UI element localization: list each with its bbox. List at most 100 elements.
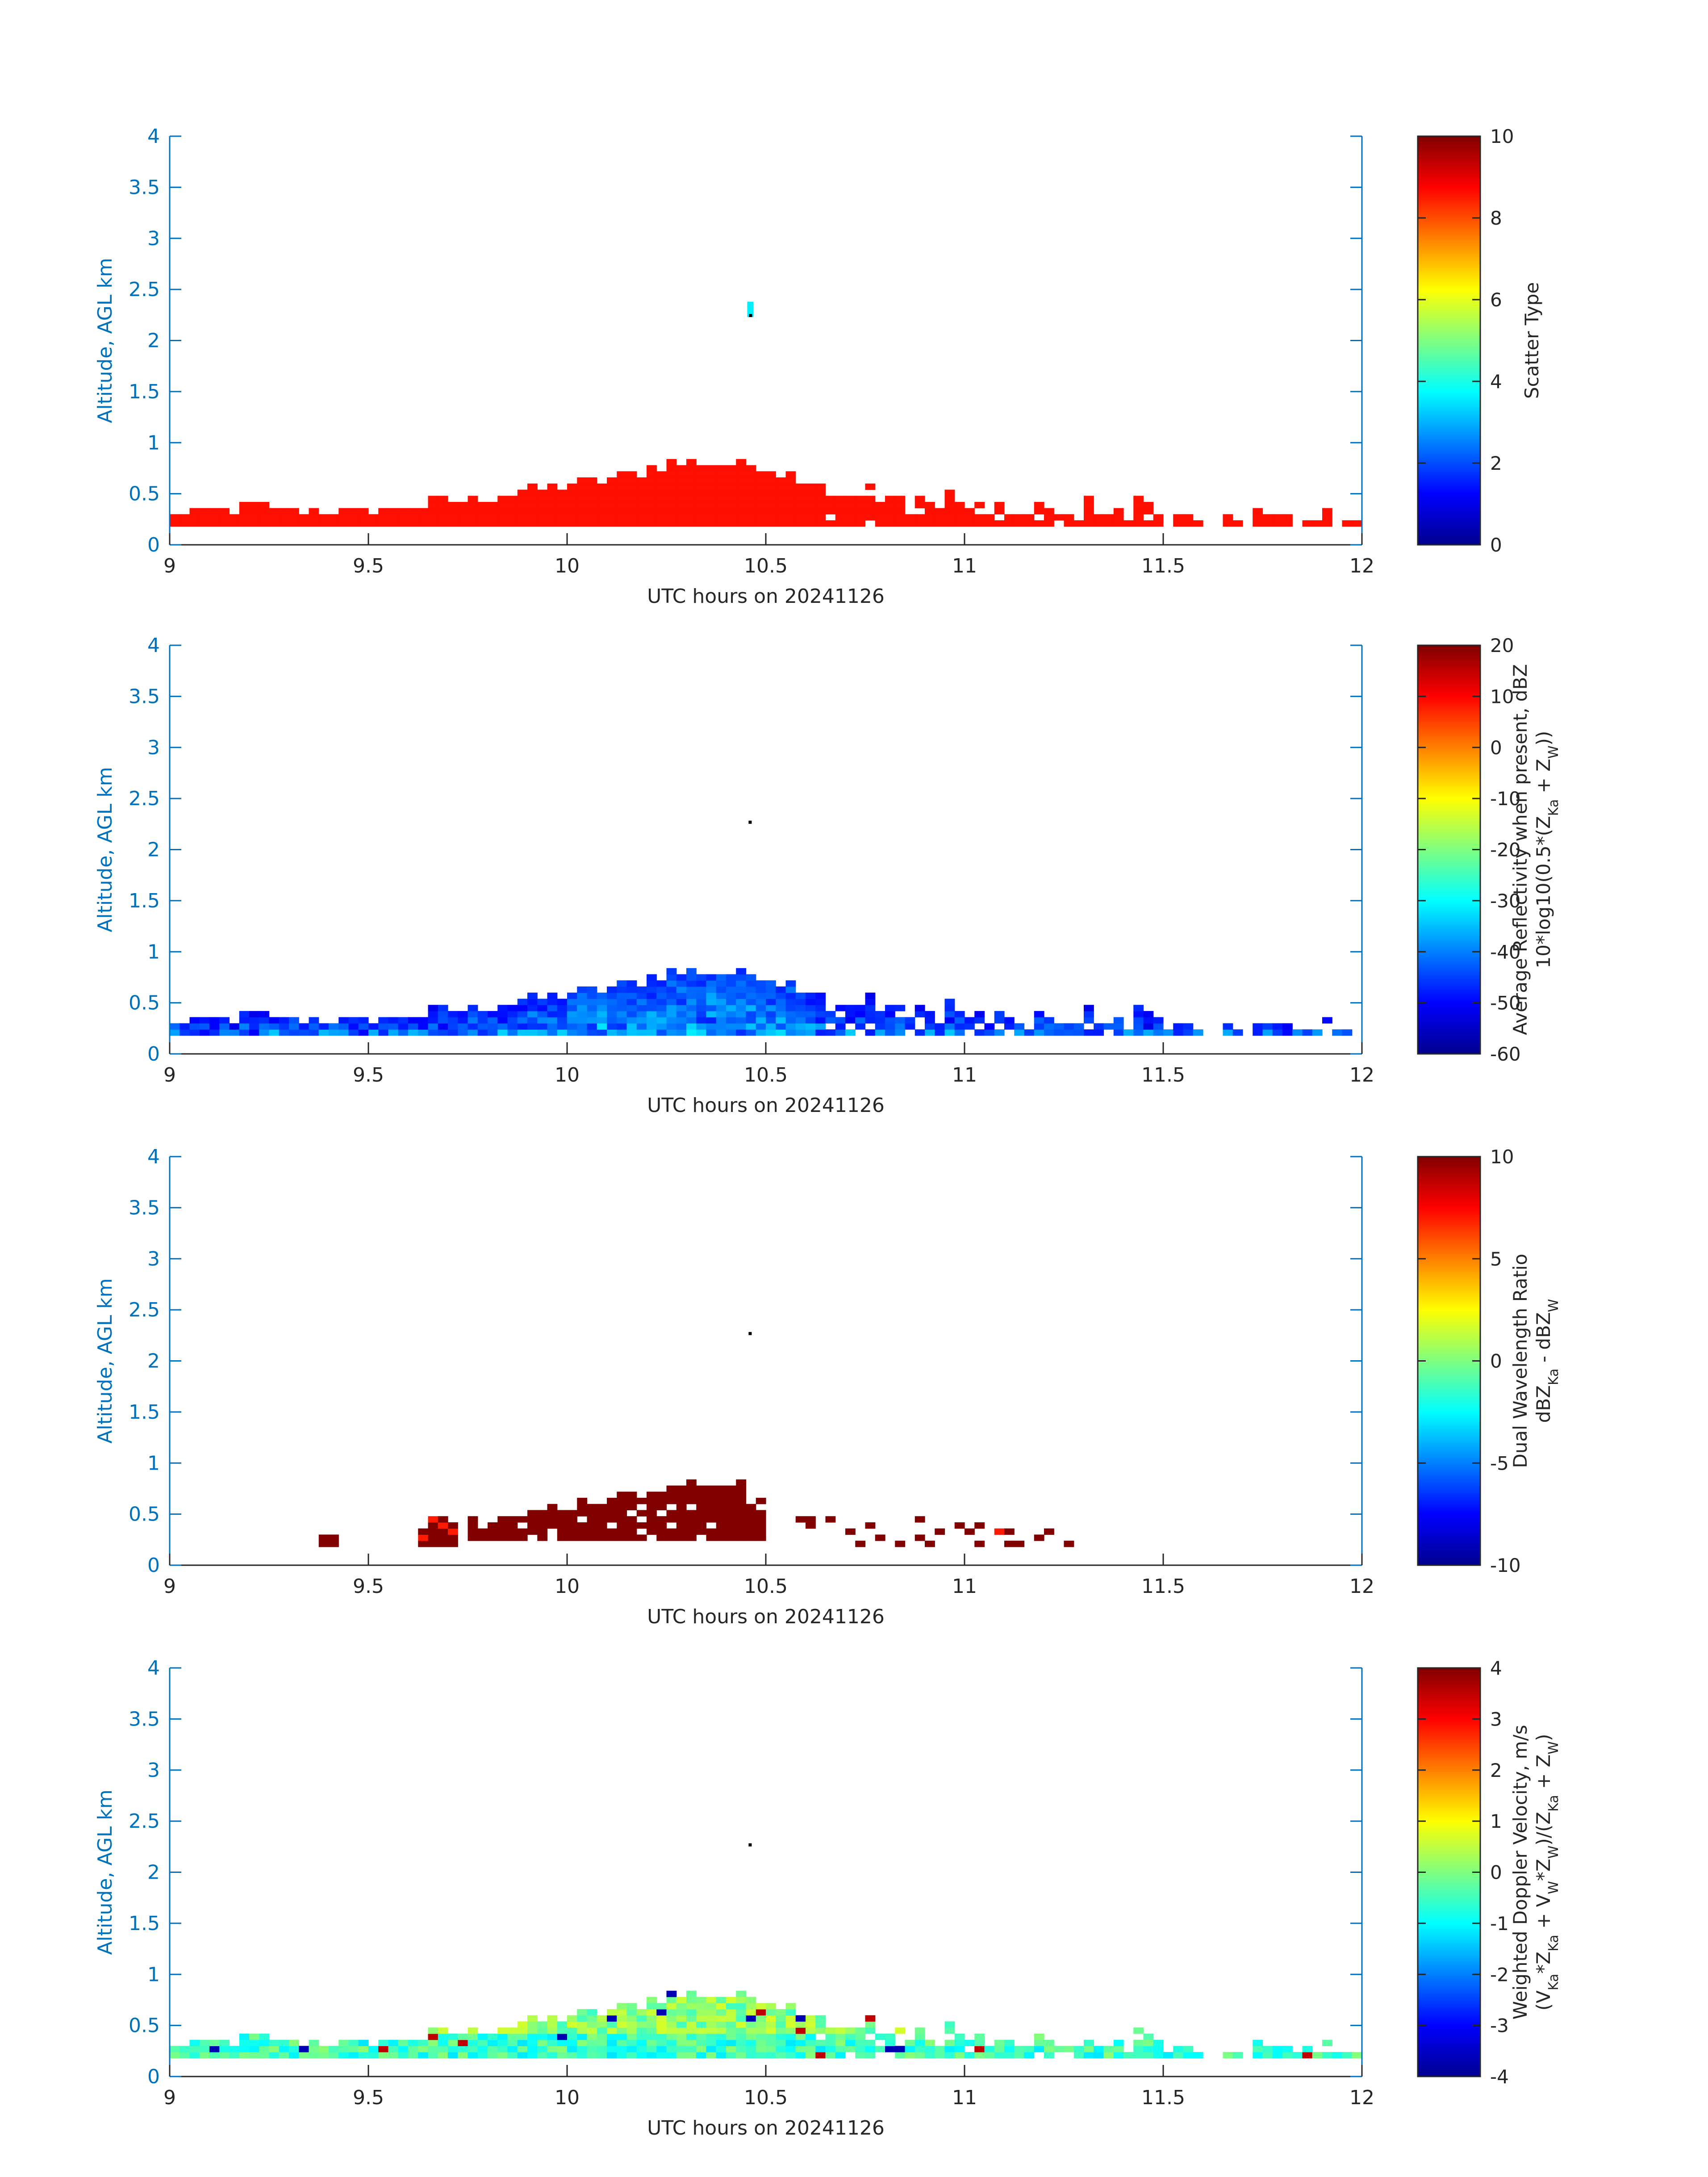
- heatmap-cell: [716, 2003, 727, 2010]
- heatmap-cell: [746, 974, 756, 981]
- heatmap-cell: [776, 1023, 786, 1030]
- heatmap-cell: [865, 483, 876, 490]
- heatmap-cell: [269, 514, 280, 521]
- heatmap-cell: [994, 508, 1005, 514]
- heatmap-cell: [944, 2052, 955, 2059]
- heatmap-cell: [507, 1528, 518, 1535]
- heatmap-cell: [895, 1017, 906, 1024]
- heatmap-cell: [855, 2027, 866, 2034]
- heatmap-cell: [577, 1498, 588, 1504]
- heatmap-cell: [408, 2052, 418, 2059]
- heatmap-cell: [1272, 1023, 1283, 1030]
- heatmap-cell: [647, 992, 657, 999]
- heatmap-cell: [726, 1534, 736, 1541]
- heatmap-cell: [497, 2039, 508, 2046]
- heatmap-cell: [885, 508, 895, 514]
- heatmap-cell: [567, 2039, 577, 2046]
- heatmap-cell: [577, 1534, 588, 1541]
- heatmap-cell: [666, 1534, 677, 1541]
- heatmap-cell: [1342, 1029, 1353, 1036]
- heatmap-cell: [746, 1005, 756, 1011]
- heatmap-cell: [537, 2046, 548, 2052]
- heatmap-cell: [1173, 520, 1184, 527]
- heatmap-cell: [249, 1011, 259, 1018]
- heatmap-cell: [905, 1023, 915, 1030]
- heatmap-cell: [726, 1510, 736, 1517]
- heatmap-cell: [507, 1522, 518, 1529]
- heatmap-cell: [239, 501, 250, 509]
- heatmap-cell: [666, 489, 677, 496]
- heatmap-cell: [1322, 520, 1332, 527]
- heatmap-cell: [647, 980, 657, 987]
- heatmap-cell: [239, 2039, 250, 2046]
- heatmap-cell: [626, 508, 637, 514]
- heatmap-cell: [716, 2021, 727, 2028]
- x-tick-label: 11: [952, 1064, 977, 1086]
- heatmap-cell: [806, 514, 816, 521]
- heatmap-cell: [1064, 1023, 1074, 1030]
- heatmap-cell: [736, 986, 747, 993]
- heatmap-cell: [736, 2021, 747, 2028]
- heatmap-cell: [776, 2009, 786, 2016]
- heatmap-cell: [180, 514, 190, 521]
- heatmap-cell: [676, 1011, 687, 1018]
- heatmap-cell: [795, 1023, 806, 1030]
- heatmap-cell: [795, 514, 806, 521]
- heatmap-cell: [587, 1005, 597, 1011]
- heatmap-cell: [1332, 2052, 1343, 2059]
- heatmap-cell: [736, 1516, 747, 1523]
- heatmap-cell: [875, 1029, 885, 1036]
- heatmap-cell: [517, 514, 528, 521]
- heatmap-cell: [617, 520, 627, 527]
- x-tick-label: 9: [163, 2086, 176, 2109]
- heatmap-cell: [577, 1011, 588, 1018]
- heatmap-cell: [756, 986, 766, 993]
- heatmap-cell: [1133, 2027, 1144, 2034]
- x-axis-label: UTC hours on 20241126: [647, 1605, 885, 1628]
- heatmap-cell: [756, 483, 766, 490]
- x-tick-label: 11.5: [1141, 2086, 1185, 2109]
- heatmap-cell: [885, 501, 895, 509]
- heatmap-cell: [746, 1516, 756, 1523]
- heatmap-cell: [766, 1029, 776, 1036]
- heatmap-cell: [1133, 2039, 1144, 2046]
- heatmap-cell: [170, 2046, 180, 2052]
- heatmap-cell: [815, 483, 826, 490]
- heatmap-cell: [209, 514, 220, 521]
- heatmap-cell: [527, 2027, 538, 2034]
- heatmap-cell: [706, 514, 717, 521]
- heatmap-cell: [249, 2046, 259, 2052]
- isolated-echo-dot: [748, 820, 752, 824]
- heatmap-cell: [358, 2052, 369, 2059]
- heatmap-cell: [845, 1005, 856, 1011]
- heatmap-cell: [428, 496, 438, 502]
- heatmap-cells: [318, 1479, 1074, 1547]
- heatmap-cell: [1223, 1029, 1233, 1036]
- isolated-echo-dot: [748, 1332, 752, 1335]
- heatmap-cell: [259, 2039, 270, 2046]
- heatmap-cell: [676, 2009, 687, 2016]
- y-tick-label: 2.5: [129, 1810, 160, 1833]
- heatmap-cell: [1113, 514, 1124, 521]
- heatmap-cell: [875, 1534, 885, 1541]
- heatmap-cell: [507, 501, 518, 509]
- heatmap-cell: [974, 2039, 985, 2046]
- heatmap-cell: [1342, 2052, 1353, 2059]
- heatmap-cell: [249, 1023, 259, 1030]
- heatmap-cell: [587, 1528, 597, 1535]
- heatmap-cell: [626, 1011, 637, 1018]
- heatmap-cell: [636, 2033, 647, 2040]
- colorbar-label: dBZKa - dBZW: [1533, 1299, 1562, 1423]
- heatmap-cell: [527, 1005, 538, 1011]
- heatmap-cell: [636, 2021, 647, 2028]
- heatmap-cell: [795, 2033, 806, 2040]
- heatmap-cell: [557, 514, 568, 521]
- heatmap-cell: [696, 496, 707, 502]
- heatmap-cell: [338, 508, 349, 514]
- heatmap-cell: [895, 2052, 906, 2059]
- heatmap-cell: [488, 1017, 498, 1024]
- heatmap-cell: [746, 477, 756, 484]
- x-tick-label: 10: [555, 2086, 580, 2109]
